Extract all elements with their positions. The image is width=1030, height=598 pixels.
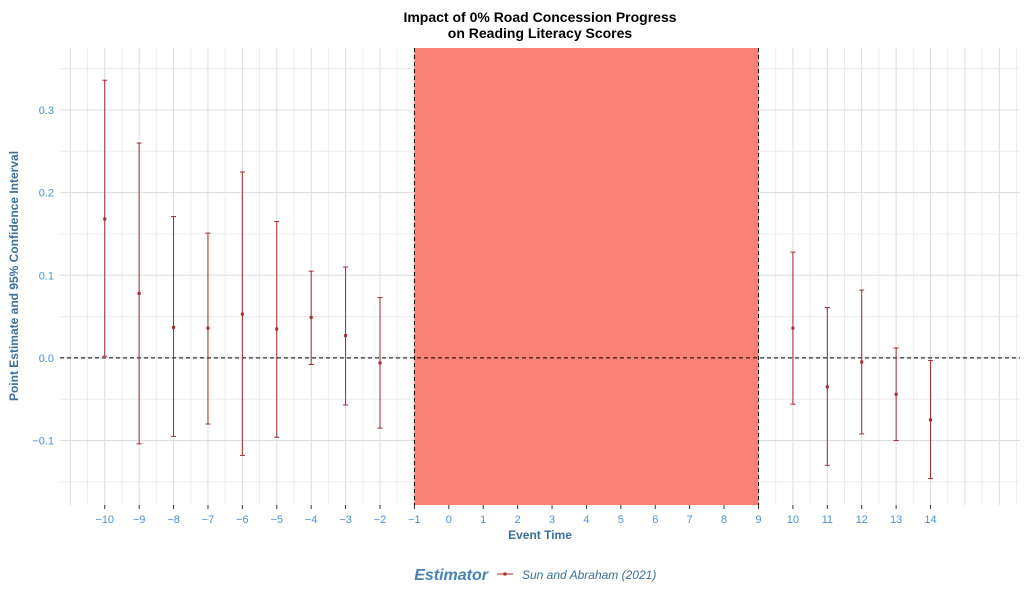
error-bar-group bbox=[343, 266, 349, 406]
point-estimate bbox=[791, 326, 795, 330]
x-tick-label: −8 bbox=[167, 514, 180, 526]
point-estimate bbox=[172, 325, 176, 329]
x-tick-label: 12 bbox=[856, 514, 868, 526]
x-tick-label: 11 bbox=[822, 514, 833, 526]
error-bar-group bbox=[824, 306, 830, 466]
x-tick-label: 14 bbox=[924, 514, 936, 526]
x-tick-label: −10 bbox=[95, 514, 114, 526]
x-tick-label: 9 bbox=[755, 514, 761, 526]
point-estimate bbox=[240, 312, 244, 316]
x-tick-label: −4 bbox=[305, 514, 318, 526]
error-bar-group bbox=[102, 79, 108, 357]
x-tick-label: 1 bbox=[480, 514, 486, 526]
x-tick-label: −7 bbox=[202, 514, 215, 526]
point-estimate bbox=[860, 360, 864, 364]
x-tick-label: −9 bbox=[133, 514, 146, 526]
chart-title-line1: Impact of 0% Road Concession Progress bbox=[403, 9, 676, 25]
error-bar-group bbox=[859, 289, 865, 435]
y-tick-label: 0.2 bbox=[39, 188, 54, 200]
x-tick-label: 4 bbox=[583, 514, 589, 526]
error-bar-group bbox=[239, 171, 245, 456]
point-estimate bbox=[103, 217, 107, 221]
x-tick-label: −5 bbox=[271, 514, 284, 526]
error-bar-group bbox=[136, 142, 142, 445]
y-tick-label: 0.1 bbox=[39, 270, 54, 282]
y-tick-label: −0.1 bbox=[32, 436, 54, 448]
legend-key-point bbox=[503, 572, 507, 576]
x-tick-label: 8 bbox=[721, 514, 727, 526]
point-estimate bbox=[206, 326, 210, 330]
error-bar-group bbox=[377, 297, 383, 429]
point-estimate bbox=[309, 315, 313, 319]
error-bar-group bbox=[274, 221, 280, 438]
point-estimate bbox=[137, 291, 141, 295]
point-estimate bbox=[929, 418, 933, 422]
legend-title: Estimator bbox=[414, 567, 489, 584]
error-bar-group bbox=[171, 216, 177, 437]
x-tick-label: −6 bbox=[236, 514, 249, 526]
error-bar-group bbox=[893, 347, 899, 442]
point-estimate bbox=[894, 392, 898, 396]
x-tick-label: −1 bbox=[408, 514, 421, 526]
x-tick-label: 5 bbox=[618, 514, 624, 526]
chart-title-line2: on Reading Literacy Scores bbox=[448, 25, 633, 41]
x-tick-label: 2 bbox=[515, 514, 521, 526]
x-tick-label: −3 bbox=[339, 514, 352, 526]
reference-lines bbox=[60, 48, 1020, 505]
shaded-region bbox=[414, 48, 759, 505]
legend-label-series: Sun and Abraham (2021) bbox=[522, 568, 656, 582]
y-axis-ticks: −0.1 0.0 0.1 0.2 0.3 bbox=[32, 105, 54, 448]
point-estimate bbox=[825, 385, 829, 389]
error-bar-group bbox=[308, 270, 314, 366]
shaded-region-rect bbox=[414, 48, 759, 505]
legend: Estimator Sun and Abraham (2021) bbox=[414, 567, 656, 584]
x-tick-label: 6 bbox=[652, 514, 658, 526]
x-tick-label: 3 bbox=[549, 514, 555, 526]
y-tick-label: 0.0 bbox=[39, 353, 54, 365]
x-tick-label: 10 bbox=[787, 514, 799, 526]
point-estimate bbox=[378, 361, 382, 365]
x-axis-ticks: −10 −9 −8 −7 −6 −5 −4 −3 −2 −1 0 1 2 3 4 5 6 7 8 9 10 11 12 13 1… bbox=[95, 505, 937, 526]
error-bar-group bbox=[205, 232, 211, 425]
y-axis-label: Point Estimate and 95% Confidence Interv… bbox=[7, 151, 21, 401]
data-points bbox=[102, 79, 934, 480]
point-estimate bbox=[344, 334, 348, 338]
x-tick-label: 7 bbox=[687, 514, 693, 526]
x-tick-label: 0 bbox=[446, 514, 452, 526]
x-tick-label: −2 bbox=[374, 514, 387, 526]
error-bar-group bbox=[790, 251, 796, 405]
point-estimate bbox=[275, 327, 279, 331]
error-bar-group bbox=[928, 359, 934, 480]
x-tick-label: 13 bbox=[890, 514, 902, 526]
y-tick-label: 0.3 bbox=[39, 105, 54, 117]
x-axis-label: Event Time bbox=[508, 528, 572, 542]
